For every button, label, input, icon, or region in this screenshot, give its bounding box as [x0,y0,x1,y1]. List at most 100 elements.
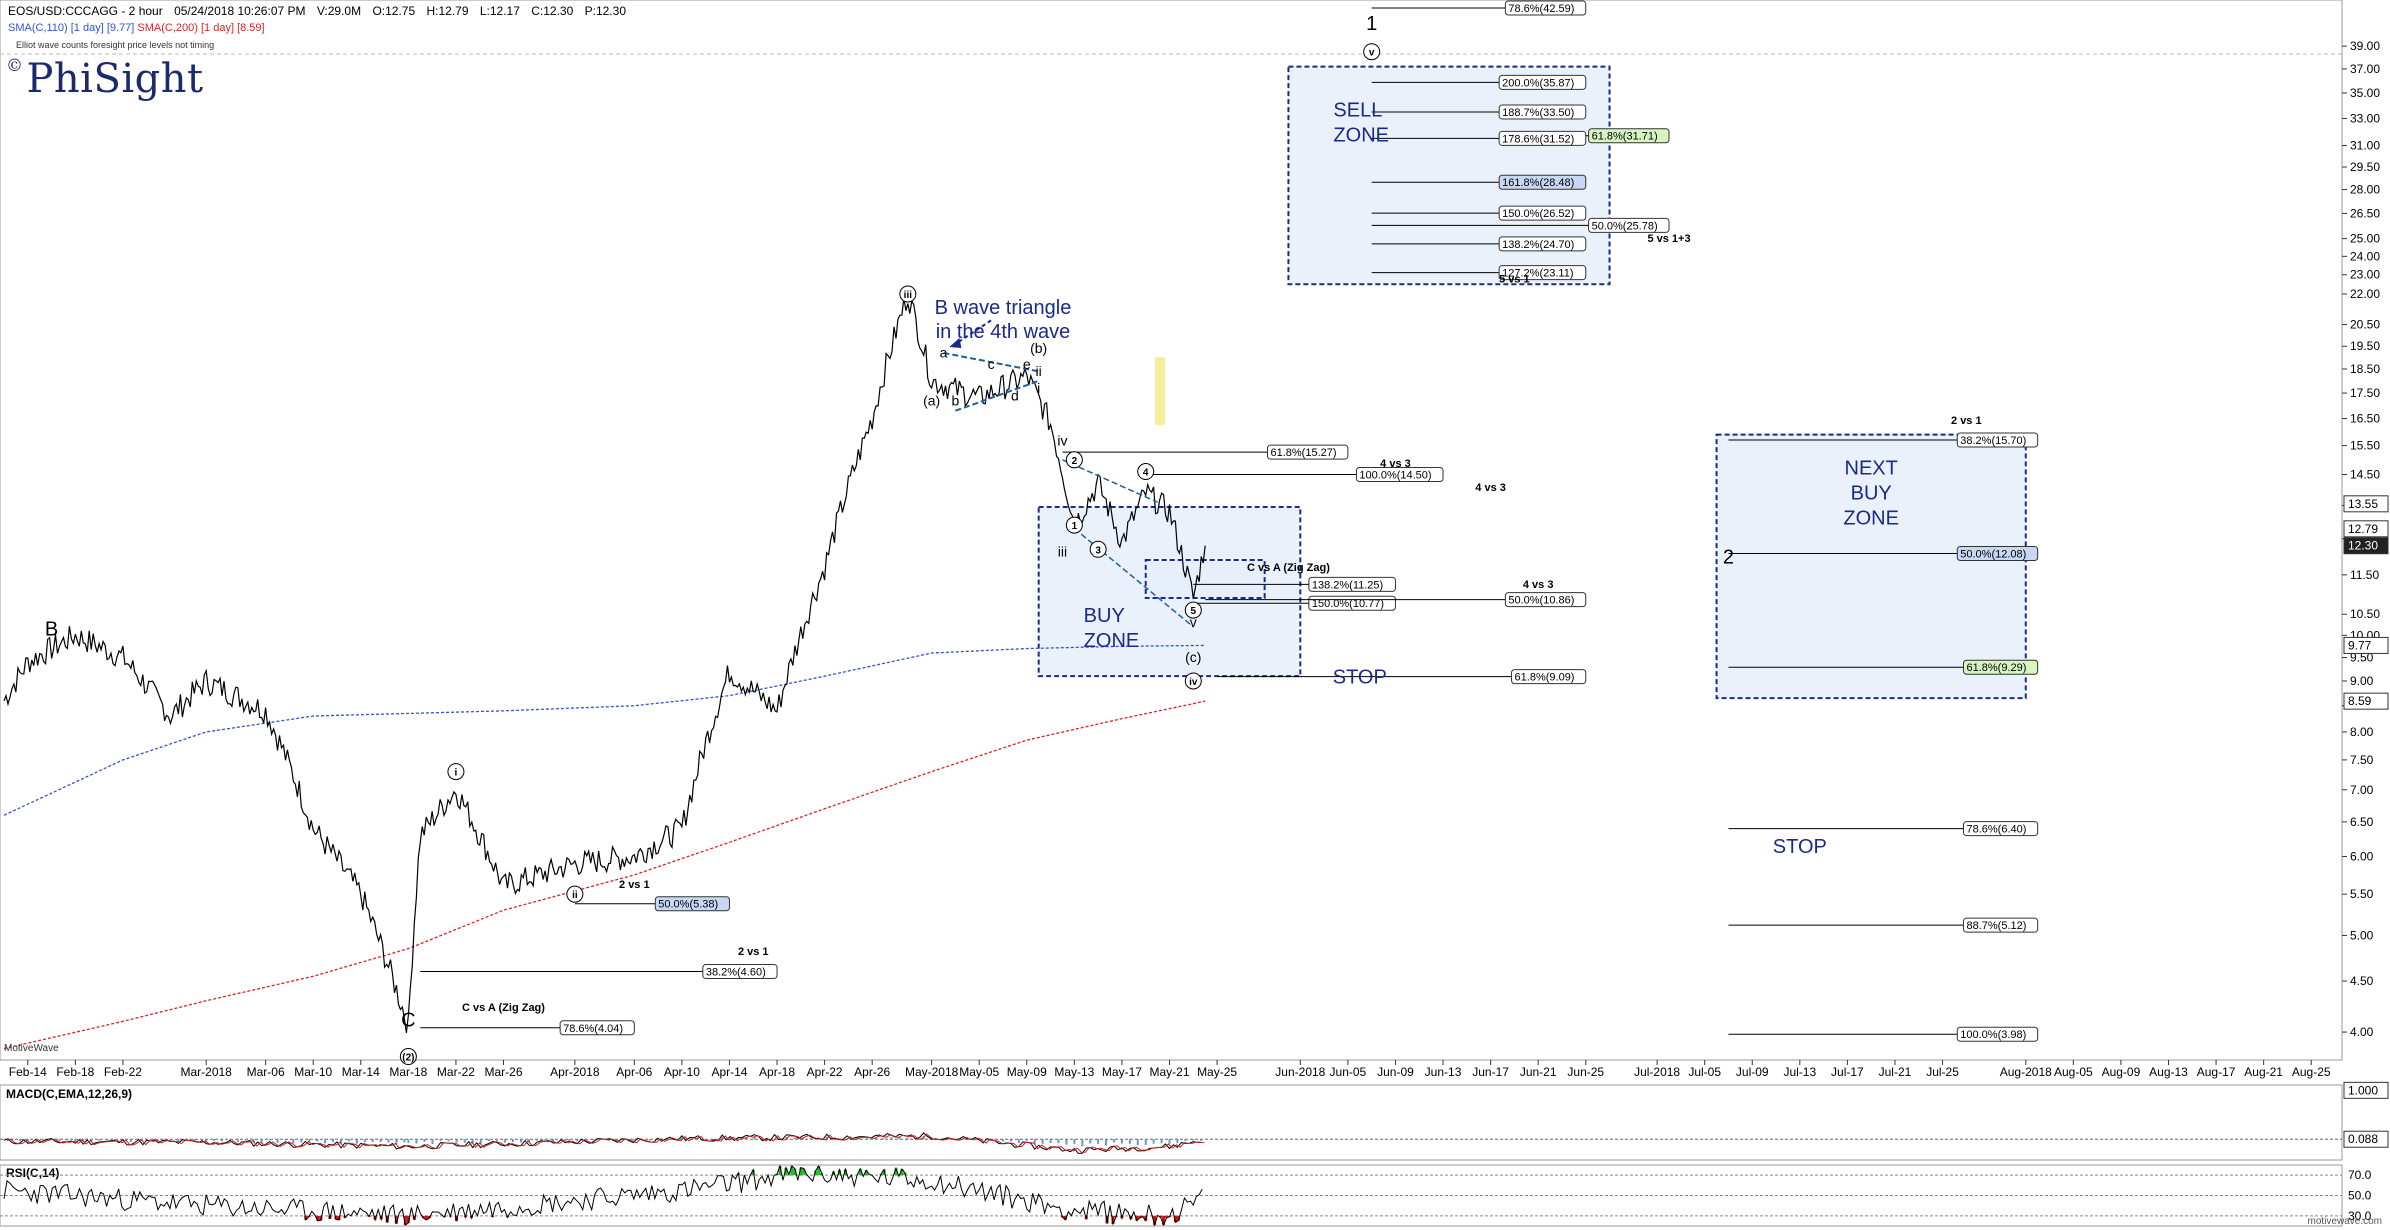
x-tick-label: Mar-14 [342,1065,380,1079]
sma200-legend[interactable]: SMA(C,200) [1 day] [8.59] [137,22,265,34]
fib-label-box [1498,174,1587,190]
wave-label: ii [1036,363,1042,379]
macd-line [3,1132,1202,1154]
rsi-line [3,1164,1203,1227]
rsi-axis-label: 50.0 [2348,1189,2372,1203]
fib-label-box [1355,466,1444,482]
fib-level-label: 161.8%(28.48) [1502,177,1574,189]
price-badge-label: 9.77 [2348,638,2372,652]
x-tick-label: Aug-09 [2102,1065,2141,1079]
x-tick-label: Jul-2018 [1634,1065,1680,1079]
x-tick-label: Apr-06 [616,1065,652,1079]
fib-level-label: 127.2%(23.11) [1502,268,1573,280]
high-label: H:12.79 [426,4,469,18]
fib-label-box [1498,130,1587,146]
x-tick-label: May-17 [1102,1065,1142,1079]
wave-label: (b) [1030,340,1047,356]
macd-signal-line [6,1133,1205,1153]
fib-level-label: 178.6%(31.52) [1502,133,1574,145]
wave-label: i [1037,380,1040,396]
y-tick-label: 9.00 [2350,674,2374,688]
macd-axis-badge [2343,1130,2389,1148]
close-label: C:12.30 [531,4,574,18]
y-tick-label: 4.50 [2350,974,2374,988]
price-label: P:12.30 [584,4,626,18]
price-badge [2343,692,2389,710]
fib-level-label: 78.6%(42.59) [1508,3,1574,15]
macd-axis-label: 1.000 [2348,1083,2378,1097]
fib-label-box [1498,265,1587,281]
fib-caption: 5 vs 1 [1499,273,1530,285]
motivewave-watermark: MotiveWave [4,1043,59,1054]
zone-label: ZONE [1843,508,1899,530]
arrow-head-icon [949,338,962,349]
fib-label-box [1956,432,2039,448]
y-tick-label: 29.50 [2350,160,2380,174]
y-tick-label: 26.50 [2350,206,2380,220]
x-tick-label: Jun-17 [1472,1065,1509,1079]
fib-level-label: 78.6%(6.40) [1966,824,2026,836]
zone-label: ZONE [1333,125,1389,147]
fib-level-label: 61.8%(15.27) [1270,447,1336,459]
fib-level-label: 138.2%(11.25) [1312,579,1383,591]
y-tick-label: 18.50 [2350,362,2380,376]
triangle-upper-line [943,351,1039,373]
fib-label-box [1962,821,2039,837]
zone-label: BUY [1851,483,1892,505]
y-tick-label: 22.00 [2350,287,2380,301]
fib-label-box [1504,0,1587,16]
volume-label: V:29.0M [316,4,362,18]
fib-label-box [1956,546,2039,562]
fib-caption: C vs A (Zig Zag) [1247,562,1330,574]
x-tick-label: Aug-13 [2149,1065,2188,1079]
wave-label: 2 [1072,456,1078,467]
price-line [3,297,1206,1033]
fib-label-box [1504,592,1587,608]
x-tick-label: Jul-21 [1879,1065,1912,1079]
x-tick-label: Feb-14 [9,1065,47,1079]
x-tick-label: Aug-25 [2292,1065,2331,1079]
zone-label: NEXT [1845,458,1898,480]
fib-label-box [1498,104,1587,120]
fib-label-box [1956,1026,2039,1042]
wave-label-circle [1089,540,1107,558]
wave-label: iii [1058,543,1067,559]
x-tick-label: May-2018 [905,1065,959,1079]
y-tick-label: 20.50 [2350,318,2380,332]
x-tick-label: Apr-22 [807,1065,843,1079]
price-panel-frame [0,0,2343,1061]
fib-caption: C vs A (Zig Zag) [462,1002,545,1014]
x-tick-label: Jun-25 [1567,1065,1604,1079]
fib-level-label: 200.0%(35.87) [1502,77,1574,89]
x-tick-label: Mar-06 [247,1065,285,1079]
wave-label-circle [399,1048,417,1066]
disclaimer-note: Elliot wave counts foresight price level… [16,40,215,50]
fib-level-label: 188.7%(33.50) [1502,107,1574,119]
wave-label-circle [1184,601,1202,619]
symbol-title: EOS/USD:CCCAGG - 2 hour [8,4,163,18]
fib-label-box [1962,659,2039,675]
wave-label: 2 [1723,547,1734,569]
fib-label-box [1588,217,1670,233]
wave-label: (2) [402,1053,414,1064]
zone-box[interactable] [1715,433,2027,700]
wave-label: a [940,344,948,360]
wave-label: i [455,768,458,779]
open-label: O:12.75 [372,4,416,18]
y-tick-label: 33.00 [2350,111,2380,125]
wave-label-circle [1137,463,1155,481]
price-badge-label: 12.30 [2348,539,2378,553]
price-badge [2343,537,2389,555]
datetime-label: 05/24/2018 10:26:07 PM [174,4,306,18]
channel-lower-line [1073,527,1194,628]
wave-label-circle [1065,451,1083,469]
triangle-lower-line [955,379,1040,412]
zone-box[interactable] [1144,559,1266,600]
x-tick-label: Aug-2018 [2000,1065,2052,1079]
sma110-legend[interactable]: SMA(C,110) [1 day] [9.77] [8,22,135,34]
fib-label-box [1588,128,1670,144]
x-tick-label: May-09 [1007,1065,1047,1079]
fib-level-label: 100.0%(3.98) [1960,1029,2026,1041]
x-tick-label: Jul-09 [1736,1065,1769,1079]
